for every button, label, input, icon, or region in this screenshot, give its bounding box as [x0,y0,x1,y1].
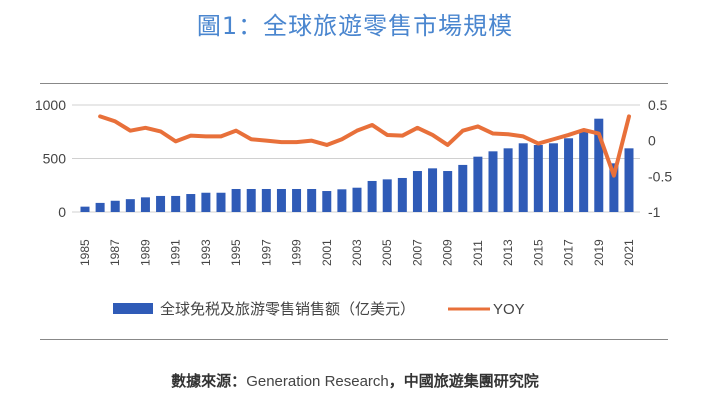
y-left-tick-label: 1000 [35,97,66,113]
x-tick-label: 1993 [199,239,213,266]
y-right-tick-label: -0.5 [648,168,672,184]
chart-frame [40,83,668,340]
bar [125,199,135,212]
bar [548,143,558,212]
yoy-line [98,114,631,178]
bar [443,171,453,212]
source-label: 數據來源： [171,372,247,390]
x-tick-label: 2009 [441,239,455,266]
source-sep: ， [388,372,404,390]
x-tick-label: 2011 [471,240,485,266]
source-org1: Generation Research [246,373,389,390]
source-org2: 中國旅遊集團研究院 [403,372,539,390]
bar [95,202,105,212]
legend-bar-label: 全球免税及旅游零售销售额（亿美元） [160,300,415,318]
y-right-tick-label: 0.5 [648,97,668,113]
x-tick-label: 1987 [108,239,122,266]
bar [246,188,256,212]
x-tick-label: 2013 [501,239,515,266]
legend-line-label: YOY [493,301,525,318]
x-tick-label: 1995 [229,239,243,266]
x-tick-label: 1985 [78,239,92,266]
x-tick-label: 1997 [259,239,273,266]
x-tick-label: 2005 [380,239,394,266]
x-tick-label: 1991 [169,239,183,266]
bar [322,191,332,212]
bar [292,188,302,212]
x-tick-label: 1999 [290,239,304,266]
bar [382,179,392,212]
y-right-tick-label: -1 [648,204,661,220]
legend-bar-swatch [113,303,153,314]
bar [564,138,574,212]
bar [156,195,166,212]
bar [594,118,604,212]
bar [488,151,498,212]
bar [140,197,150,212]
bar [624,148,634,212]
y-left-tick-label: 500 [43,151,67,167]
x-tick-label: 2019 [592,239,606,266]
x-tick-label: 2021 [622,239,636,266]
bar [80,206,90,212]
bar [458,164,468,212]
x-tick-label: 2017 [562,239,576,266]
x-tick-label: 2015 [531,239,545,266]
bar [337,189,347,212]
bar [533,145,543,212]
bar [609,163,619,212]
bar [216,192,226,212]
x-tick-label: 2001 [320,239,334,266]
bar [412,171,422,212]
bar [201,192,211,212]
bar [276,188,286,212]
bar [428,168,438,212]
bar [352,187,362,212]
bar [307,188,317,212]
bar [367,180,377,212]
y-right-tick-label: 0 [648,133,656,149]
bar [473,156,483,212]
source-note: 數據來源：Generation Research，中國旅遊集團研究院 [0,370,710,391]
bar [579,131,589,212]
x-tick-label: 2007 [410,239,424,266]
bar [503,148,513,212]
bar [110,200,120,212]
bar [171,195,181,212]
bar [186,194,196,212]
bar [518,143,528,212]
bar [397,177,407,212]
bar [231,188,241,212]
y-left-tick-label: 0 [58,204,66,220]
figure-title: 圖1：全球旅遊零售市場規模 [196,12,514,40]
x-tick-label: 1989 [138,239,152,266]
bar [261,188,271,212]
x-tick-label: 2003 [350,239,364,266]
